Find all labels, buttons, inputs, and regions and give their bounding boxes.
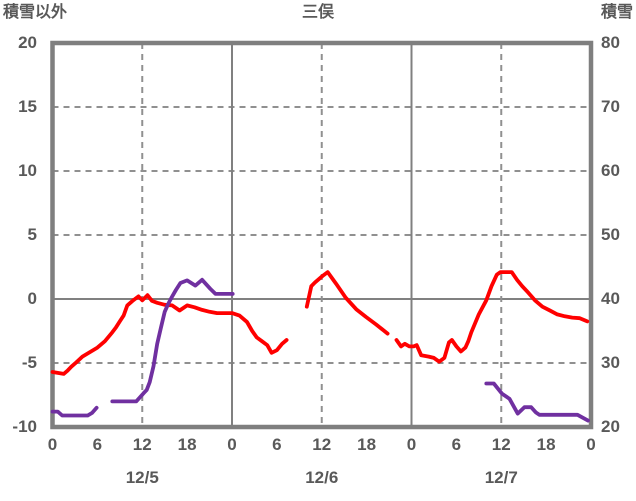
- right-axis-tick-label: 40: [601, 289, 620, 308]
- red-line: [50, 293, 289, 376]
- x-axis-tick-label: 18: [177, 435, 197, 454]
- left-axis-tick-label: -5: [21, 353, 37, 372]
- left-axis-tick-label: -10: [12, 417, 37, 436]
- chart-title: 三俣: [301, 4, 334, 21]
- right-axis-tick-label: 50: [601, 225, 620, 244]
- x-axis-tick-label: 0: [586, 435, 596, 454]
- left-axis-tick-label: 15: [18, 97, 37, 116]
- right-axis-title: 積雪: [600, 4, 633, 21]
- x-axis-tick-label: 18: [536, 435, 556, 454]
- x-axis-tick-label: 12: [312, 435, 332, 454]
- left-axis-tick-label: 10: [18, 161, 37, 180]
- x-axis-tick-label: 12: [491, 435, 511, 454]
- left-axis-tick-label: 20: [18, 33, 37, 52]
- purple-line: [50, 405, 99, 418]
- left-axis-tick-label: 5: [27, 225, 37, 244]
- x-axis-tick-label: 0: [406, 435, 417, 454]
- right-axis-tick-label: 20: [601, 417, 620, 436]
- right-axis-tick-label: 30: [601, 353, 620, 372]
- x-axis-tick-label: 0: [227, 435, 237, 454]
- purple-line: [484, 381, 590, 423]
- red-line: [394, 270, 590, 364]
- plot-border: [50, 40, 594, 430]
- x-axis-tick-label: 0: [47, 435, 58, 454]
- x-axis-tick-label: 6: [451, 435, 462, 454]
- x-axis-date-label: 12/6: [305, 468, 339, 487]
- right-axis-tick-label: 70: [601, 97, 620, 116]
- red-line: [304, 270, 390, 336]
- x-axis-tick-label: 6: [272, 435, 282, 454]
- x-axis-date-label: 12/5: [125, 468, 159, 487]
- purple-line: [110, 277, 235, 404]
- x-axis-tick-label: 12: [132, 435, 152, 454]
- right-axis-tick-label: 80: [601, 33, 620, 52]
- x-axis-tick-label: 6: [92, 435, 103, 454]
- x-axis-tick-label: 18: [357, 435, 377, 454]
- left-axis-title: 積雪以外: [3, 4, 68, 21]
- left-axis-tick-label: 0: [27, 289, 37, 308]
- x-axis-date-label: 12/7: [484, 468, 518, 487]
- right-axis-tick-label: 60: [601, 161, 620, 180]
